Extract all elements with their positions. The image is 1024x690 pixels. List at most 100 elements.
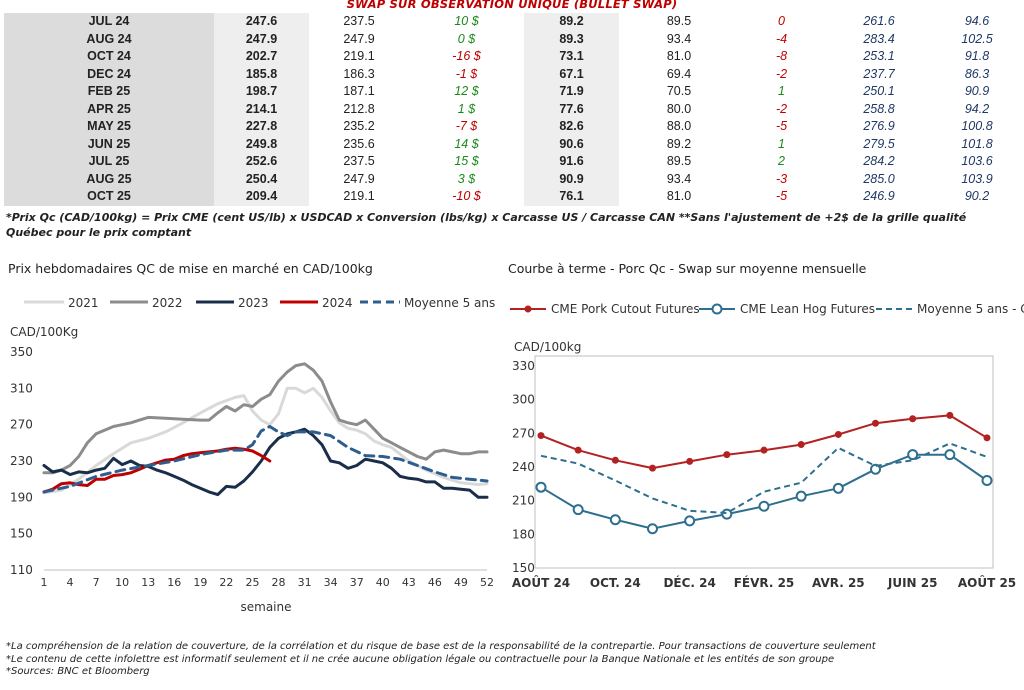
table-cell: -5	[775, 119, 788, 133]
left-chart-title: Prix hebdomadaires QC de mise en marché …	[8, 261, 373, 276]
table-row: JUL 24 247.6 237.5 10 $ 89.2 89.5 0 261.6 94.6	[4, 13, 1020, 31]
y-tick-label: 300	[512, 393, 535, 407]
y-tick-label: 330	[512, 359, 535, 373]
table-row: MAY 25 227.8 235.2 -7 $ 82.6 88.0 -5 276.9 100.8	[4, 118, 1020, 136]
table-cell: 247.9	[214, 30, 309, 48]
table-row: FEB 25 198.7 187.1 12 $ 71.9 70.5 1 250.1 90.9	[4, 83, 1020, 101]
footnote-line: *Le contenu de cette infolettre est info…	[6, 653, 835, 665]
table-cell: 91.6	[524, 153, 619, 171]
table-cell: 88.0	[666, 119, 692, 133]
table-cell: 185.8	[214, 65, 309, 83]
swap-table: JUL 24 247.6 237.5 10 $89.2 89.5 0 261.6 94.6 AU…	[4, 13, 1020, 206]
x-tick-label: AOÛT 25	[958, 575, 1016, 590]
table-cell: 80.0	[666, 101, 692, 116]
footnote-line: *Sources: BNC et Bloomberg	[6, 666, 150, 677]
table-cell: 89.2	[524, 13, 619, 31]
data-point	[983, 434, 991, 442]
y-tick-label: 110	[10, 563, 33, 577]
legend-marker	[711, 303, 723, 315]
table-cell: 15 $	[454, 154, 479, 168]
legend-label: 2021	[68, 296, 99, 310]
legend-marker	[524, 305, 532, 313]
table-cell: 76.1	[524, 188, 619, 206]
table-cell: 100.8	[961, 119, 993, 133]
y-tick-label: 270	[512, 426, 535, 440]
table-cell: 93.4	[666, 31, 692, 46]
legend-label: 2022	[152, 296, 183, 310]
row-month: OCT 24	[4, 48, 214, 66]
table-cell: 82.6	[524, 118, 619, 136]
table-cell: 81.0	[666, 189, 692, 203]
table-cell: 86.3	[964, 66, 990, 81]
table-row: DEC 24 185.8 186.3 -1 $ 67.1 69.4 -2 237.7 86.3	[4, 65, 1020, 83]
data-point	[907, 449, 919, 461]
y-tick-label: 270	[10, 418, 33, 432]
table-cell: 214.1	[214, 100, 309, 118]
table-cell: 89.3	[524, 30, 619, 48]
x-tick-label: 31	[298, 576, 312, 589]
series-line-2023	[42, 427, 489, 499]
data-point	[572, 504, 584, 516]
legend-label: CME Pork Cutout Futures	[551, 302, 700, 316]
x-tick-label: 52	[480, 576, 494, 589]
table-cell: 90.2	[964, 189, 990, 203]
table-cell: 219.1	[343, 189, 375, 203]
y-tick-label: 230	[10, 454, 33, 468]
table-cell: 258.8	[863, 101, 895, 116]
y-axis-label: CAD/100kg	[514, 340, 581, 354]
data-point	[686, 457, 694, 465]
x-tick-label: FÉVR. 25	[734, 575, 795, 590]
x-tick-label: 37	[350, 576, 364, 589]
table-cell: 1 $	[457, 101, 476, 116]
x-tick-label: 46	[428, 576, 442, 589]
table-cell: 90.9	[524, 170, 619, 188]
x-tick-label: 40	[376, 576, 390, 589]
data-point	[944, 449, 956, 461]
table-cell: 2	[778, 154, 785, 168]
data-point	[649, 464, 656, 472]
x-tick-label: 10	[115, 576, 129, 589]
table-cell: 94.2	[964, 101, 990, 116]
table-cell: -3	[775, 171, 788, 186]
table-cell: 12 $	[454, 84, 479, 98]
table-cell: 219.1	[343, 49, 375, 63]
row-month: JUN 25	[4, 135, 214, 153]
table-cell: 73.1	[524, 48, 619, 66]
x-tick-label: 7	[93, 576, 100, 589]
table-cell: 252.6	[214, 153, 309, 171]
table-cell: 237.7	[863, 66, 895, 81]
table-cell: 279.5	[863, 136, 895, 151]
table-cell: 89.2	[666, 136, 692, 151]
table-cell: 253.1	[863, 49, 895, 63]
table-cell: -10 $	[452, 189, 481, 203]
table-cell: 284.2	[863, 154, 895, 168]
table-cell: 247.9	[343, 171, 375, 186]
table-cell: 0 $	[457, 31, 476, 46]
x-tick-label: 43	[402, 576, 416, 589]
table-cell: 235.2	[343, 119, 375, 133]
table-cell: 285.0	[863, 171, 895, 186]
table-cell: 1	[778, 136, 785, 151]
y-axis-label: CAD/100Kg	[10, 325, 78, 339]
data-point	[574, 446, 582, 454]
data-point	[758, 500, 770, 512]
table-cell: 202.7	[214, 48, 309, 66]
table-cell: 103.9	[961, 171, 993, 186]
table-cell: 90.6	[524, 135, 619, 153]
data-point	[537, 432, 545, 440]
right-chart-title: Courbe à terme - Porc Qc - Swap sur moye…	[508, 261, 867, 276]
table-cell: 276.9	[863, 119, 895, 133]
x-tick-label: 28	[272, 576, 286, 589]
legend-label: Moyenne 5 ans - Cash	[917, 302, 1024, 316]
table-cell: 14 $	[454, 136, 479, 151]
x-tick-label: 16	[167, 576, 181, 589]
data-point	[535, 481, 547, 493]
footnote-line: *La compréhension de la relation de couv…	[6, 641, 876, 652]
data-point	[909, 415, 917, 423]
legend-label: CME Lean Hog Futures	[740, 302, 875, 316]
table-row: OCT 25 209.4 219.1 -10 $ 76.1 81.0 -5 246.9 90.2	[4, 188, 1020, 206]
table-cell: 247.9	[343, 31, 375, 46]
row-month: JUL 24	[4, 13, 214, 31]
table-cell: 77.6	[524, 100, 619, 118]
row-month: DEC 24	[4, 65, 214, 83]
